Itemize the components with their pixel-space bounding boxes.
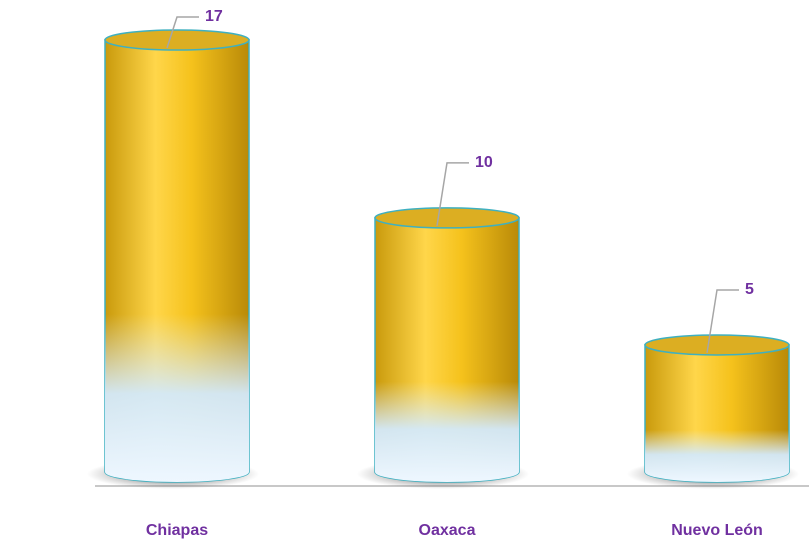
bar-top bbox=[104, 29, 250, 51]
value-label: 10 bbox=[475, 154, 493, 171]
leader-line bbox=[436, 162, 469, 226]
x-tick-label: Chiapas bbox=[146, 522, 208, 539]
bar-top bbox=[374, 207, 520, 229]
leader-line bbox=[166, 16, 199, 49]
x-tick-label: Nuevo León bbox=[671, 522, 763, 539]
value-label: 17 bbox=[205, 8, 223, 25]
leader-line bbox=[706, 289, 739, 354]
bar-fade bbox=[105, 40, 249, 482]
bar-top bbox=[644, 334, 790, 356]
bar-fade bbox=[375, 217, 519, 482]
value-label: 5 bbox=[745, 281, 754, 298]
x-tick-label: Oaxaca bbox=[419, 522, 476, 539]
bar-fade bbox=[645, 344, 789, 482]
